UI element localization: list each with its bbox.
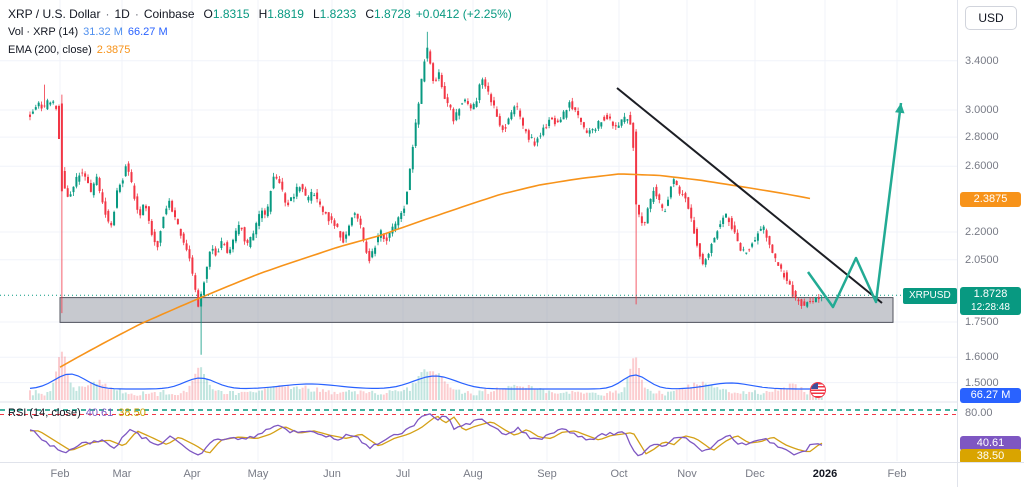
time-axis-label[interactable]: Jul <box>395 468 411 480</box>
ema-indicator-label[interactable]: EMA (200, close) <box>8 44 92 56</box>
exchange-label: Coinbase <box>143 7 195 21</box>
price-axis-label: 1.5000 <box>965 377 999 389</box>
rsi-ma-badge: 38.50 <box>960 449 1021 464</box>
price-axis[interactable]: USD 3.4000 3.0000 2.8000 2.6000 2.2000 2.0500… <box>957 0 1024 464</box>
volume-current-value: 31.32 M <box>83 26 123 38</box>
flag-union <box>811 383 818 389</box>
time-axis-label[interactable]: Nov <box>677 468 697 480</box>
volume-legend-row[interactable]: Vol · XRP (14) 31.32 M 66.27 M <box>8 23 512 41</box>
rsi-indicator-label[interactable]: RSI (14, close) <box>8 407 81 419</box>
chart-legend: XRP / U.S. Dollar · 1D · Coinbase O1.831… <box>8 5 512 59</box>
price-axis-label: 1.6000 <box>965 351 999 363</box>
ohlc-close: C1.8728 <box>365 7 411 21</box>
price-change: +0.0412 (+2.25%) <box>415 7 512 21</box>
time-axis-label[interactable]: Mar <box>112 468 132 480</box>
us-flag-icon[interactable] <box>810 382 826 398</box>
price-axis-label: 3.0000 <box>965 104 999 116</box>
price-axis-label: 2.0500 <box>965 254 999 266</box>
time-axis-label[interactable]: 2026 <box>812 468 838 480</box>
rsi-ma-value: 38.50 <box>118 407 146 419</box>
symbol-legend-row[interactable]: XRP / U.S. Dollar · 1D · Coinbase O1.831… <box>8 5 512 23</box>
time-axis-label[interactable]: Apr <box>183 468 201 480</box>
rsi-legend: RSI (14, close) 40.61 38.50 <box>8 404 146 422</box>
price-axis-label: 1.7500 <box>965 316 999 328</box>
rsi-axis-label: 80.00 <box>965 407 993 419</box>
time-axis-label[interactable]: Oct <box>610 468 628 480</box>
symbol-title[interactable]: XRP / U.S. Dollar <box>8 7 101 21</box>
price-axis-label: 3.4000 <box>965 55 999 67</box>
ema-legend-row[interactable]: EMA (200, close) 2.3875 <box>8 41 512 59</box>
last-price-badge: 1.8728 12:28:48 <box>960 287 1021 315</box>
time-axis-label[interactable]: Aug <box>463 468 483 480</box>
time-axis-label[interactable]: Feb <box>887 468 907 480</box>
ohlc-low: L1.8233 <box>312 7 357 21</box>
price-axis-label: 2.6000 <box>965 160 999 172</box>
chart-area[interactable]: XRP / U.S. Dollar · 1D · Coinbase O1.831… <box>0 0 957 462</box>
time-axis-label[interactable]: Jun <box>323 468 341 480</box>
time-axis-label[interactable]: Dec <box>745 468 765 480</box>
separator-dot: · <box>134 7 139 21</box>
rsi-value-badge: 40.61 <box>960 436 1021 451</box>
ema-value: 2.3875 <box>96 44 131 56</box>
symbol-price-tag: XRPUSD <box>903 288 957 304</box>
time-axis[interactable]: Feb Mar Apr May Jun Jul Aug Sep Oct Nov Dec 2026 Feb <box>0 462 957 487</box>
axis-corner <box>957 462 1024 487</box>
price-axis-label: 2.8000 <box>965 131 999 143</box>
volume-indicator-label[interactable]: Vol · XRP (14) <box>8 26 79 38</box>
ohlc-high: H1.8819 <box>258 7 304 21</box>
ema-price-badge: 2.3875 <box>960 192 1021 207</box>
rsi-legend-row[interactable]: RSI (14, close) 40.61 38.50 <box>8 404 146 422</box>
price-axis-label: 2.2000 <box>965 226 999 238</box>
volume-ma-badge: 66.27 M <box>960 388 1021 403</box>
time-axis-label[interactable]: Sep <box>537 468 557 480</box>
chart-canvas[interactable] <box>0 0 957 462</box>
separator-dot: · <box>105 7 110 21</box>
time-axis-label[interactable]: May <box>247 468 269 480</box>
timeframe-label[interactable]: 1D <box>114 7 130 21</box>
rsi-value: 40.61 <box>85 407 114 419</box>
time-axis-label[interactable]: Feb <box>50 468 70 480</box>
ohlc-open: O1.8315 <box>203 7 250 21</box>
volume-ma-value: 66.27 M <box>127 26 168 38</box>
currency-toggle-button[interactable]: USD <box>965 6 1017 30</box>
